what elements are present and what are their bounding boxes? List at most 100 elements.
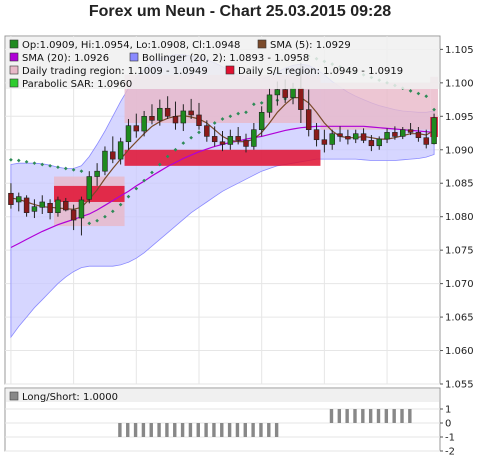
candle-body	[94, 170, 100, 177]
long-short-bar	[400, 409, 404, 423]
candle-body	[47, 203, 53, 213]
legend-text-sma20: SMA (20): 1.0926	[22, 53, 109, 64]
long-short-bar	[141, 423, 146, 437]
candle-body	[392, 132, 398, 137]
candle-body	[23, 197, 30, 213]
legend-swatch-candles	[9, 39, 19, 49]
candle-body	[16, 196, 22, 203]
daily-trading-region	[320, 82, 431, 130]
long-short-bar	[220, 423, 224, 437]
candle-body	[282, 89, 288, 98]
candle-body	[164, 107, 171, 117]
candle-body	[39, 201, 45, 208]
chart-title: Forex um Neun - Chart 25.03.2015 09:28	[88, 3, 392, 20]
candle-body	[235, 136, 241, 141]
sar-dot	[259, 101, 264, 105]
sar-dot	[9, 157, 13, 162]
sar-dot	[212, 121, 217, 125]
candle-body	[157, 107, 163, 121]
candle-body	[78, 199, 85, 219]
candle-body	[352, 133, 359, 140]
candle-body	[149, 116, 155, 121]
long-short-bar	[173, 423, 177, 437]
long-short-bar	[408, 409, 412, 423]
sar-dot	[142, 178, 146, 183]
candle-body	[384, 132, 390, 140]
long-short-bars	[118, 409, 412, 437]
candle-body	[313, 129, 320, 141]
candle-body	[368, 140, 375, 147]
y-tick-label: 1.105	[445, 45, 474, 56]
long-short-bar	[212, 423, 216, 437]
daily-sl-region	[124, 149, 321, 166]
long-short-bar	[251, 423, 255, 437]
candle-body	[196, 114, 202, 126]
candle-body	[290, 87, 296, 98]
long-short-legend-swatch	[9, 391, 19, 401]
ls-y-tick-label: -2	[445, 447, 455, 457]
legend-text-daily_sl: Daily S/L region: 1.0949 - 1.0919	[238, 66, 403, 77]
main-y-axis: 1.105 1.100 1.095 1.090 1.085 1.080 1.075 1.070…	[440, 45, 474, 391]
legend-swatch-daily_range	[9, 65, 19, 75]
candle-body	[360, 133, 367, 141]
candle-body	[415, 132, 422, 139]
candle-body	[329, 133, 335, 145]
candle-body	[141, 116, 147, 132]
candle-body	[274, 89, 281, 96]
candle-body	[431, 117, 437, 145]
long-short-bar	[196, 423, 200, 437]
long-short-bar	[133, 423, 138, 437]
candle-body	[70, 209, 77, 221]
y-tick-label: 1.100	[445, 78, 474, 89]
long-short-bar	[149, 423, 153, 437]
candle-body	[219, 141, 226, 145]
sar-dot	[48, 163, 52, 168]
long-short-bar	[235, 423, 240, 437]
long-short-bar	[188, 423, 193, 437]
ls-y-tick-label: 1	[445, 405, 451, 416]
y-tick-label: 1.055	[445, 380, 474, 391]
long-short-bar	[204, 423, 208, 437]
long-short-bar	[345, 409, 349, 423]
candle-body	[55, 199, 61, 213]
long-short-bar	[376, 409, 381, 423]
long-short-bar	[259, 423, 263, 437]
sar-dot	[16, 158, 21, 163]
long-short-bar	[384, 409, 389, 423]
ls-y-tick-label: 0	[445, 419, 451, 430]
legend-box	[6, 37, 439, 89]
long-short-legend-box	[6, 389, 439, 402]
long-short-bar	[157, 423, 161, 437]
long-short-bar	[267, 423, 271, 437]
candle-body	[305, 109, 312, 130]
sar-dot	[220, 117, 225, 121]
sar-dot	[56, 165, 60, 170]
candle-body	[188, 110, 194, 116]
candle-body	[407, 129, 414, 133]
long-short-bar	[368, 409, 373, 423]
legend-text-sar: Parabolic SAR: 1.0960	[22, 79, 132, 90]
candle-body	[31, 206, 38, 212]
sar-dot	[181, 141, 186, 145]
sar-dot	[63, 166, 68, 171]
candle-body	[102, 150, 108, 172]
candles	[8, 62, 437, 236]
y-tick-label: 1.065	[445, 313, 474, 324]
sar-dot	[134, 186, 139, 191]
sar-dot	[416, 91, 421, 96]
candle-body	[400, 129, 406, 137]
candle-body	[227, 136, 234, 145]
candle-body	[376, 138, 382, 147]
candle-body	[204, 125, 210, 137]
sar-dot	[71, 168, 76, 172]
y-tick-label: 1.095	[445, 112, 474, 123]
candle-body	[266, 94, 273, 113]
sar-dot	[87, 221, 92, 226]
long-short-bar	[337, 409, 342, 423]
sar-dot	[432, 107, 436, 112]
sar-dot	[79, 169, 84, 174]
y-tick-label: 1.080	[445, 212, 474, 223]
y-tick-label: 1.090	[445, 145, 474, 156]
y-tick-label: 1.070	[445, 279, 474, 290]
ls-y-tick-label: -1	[445, 433, 455, 444]
